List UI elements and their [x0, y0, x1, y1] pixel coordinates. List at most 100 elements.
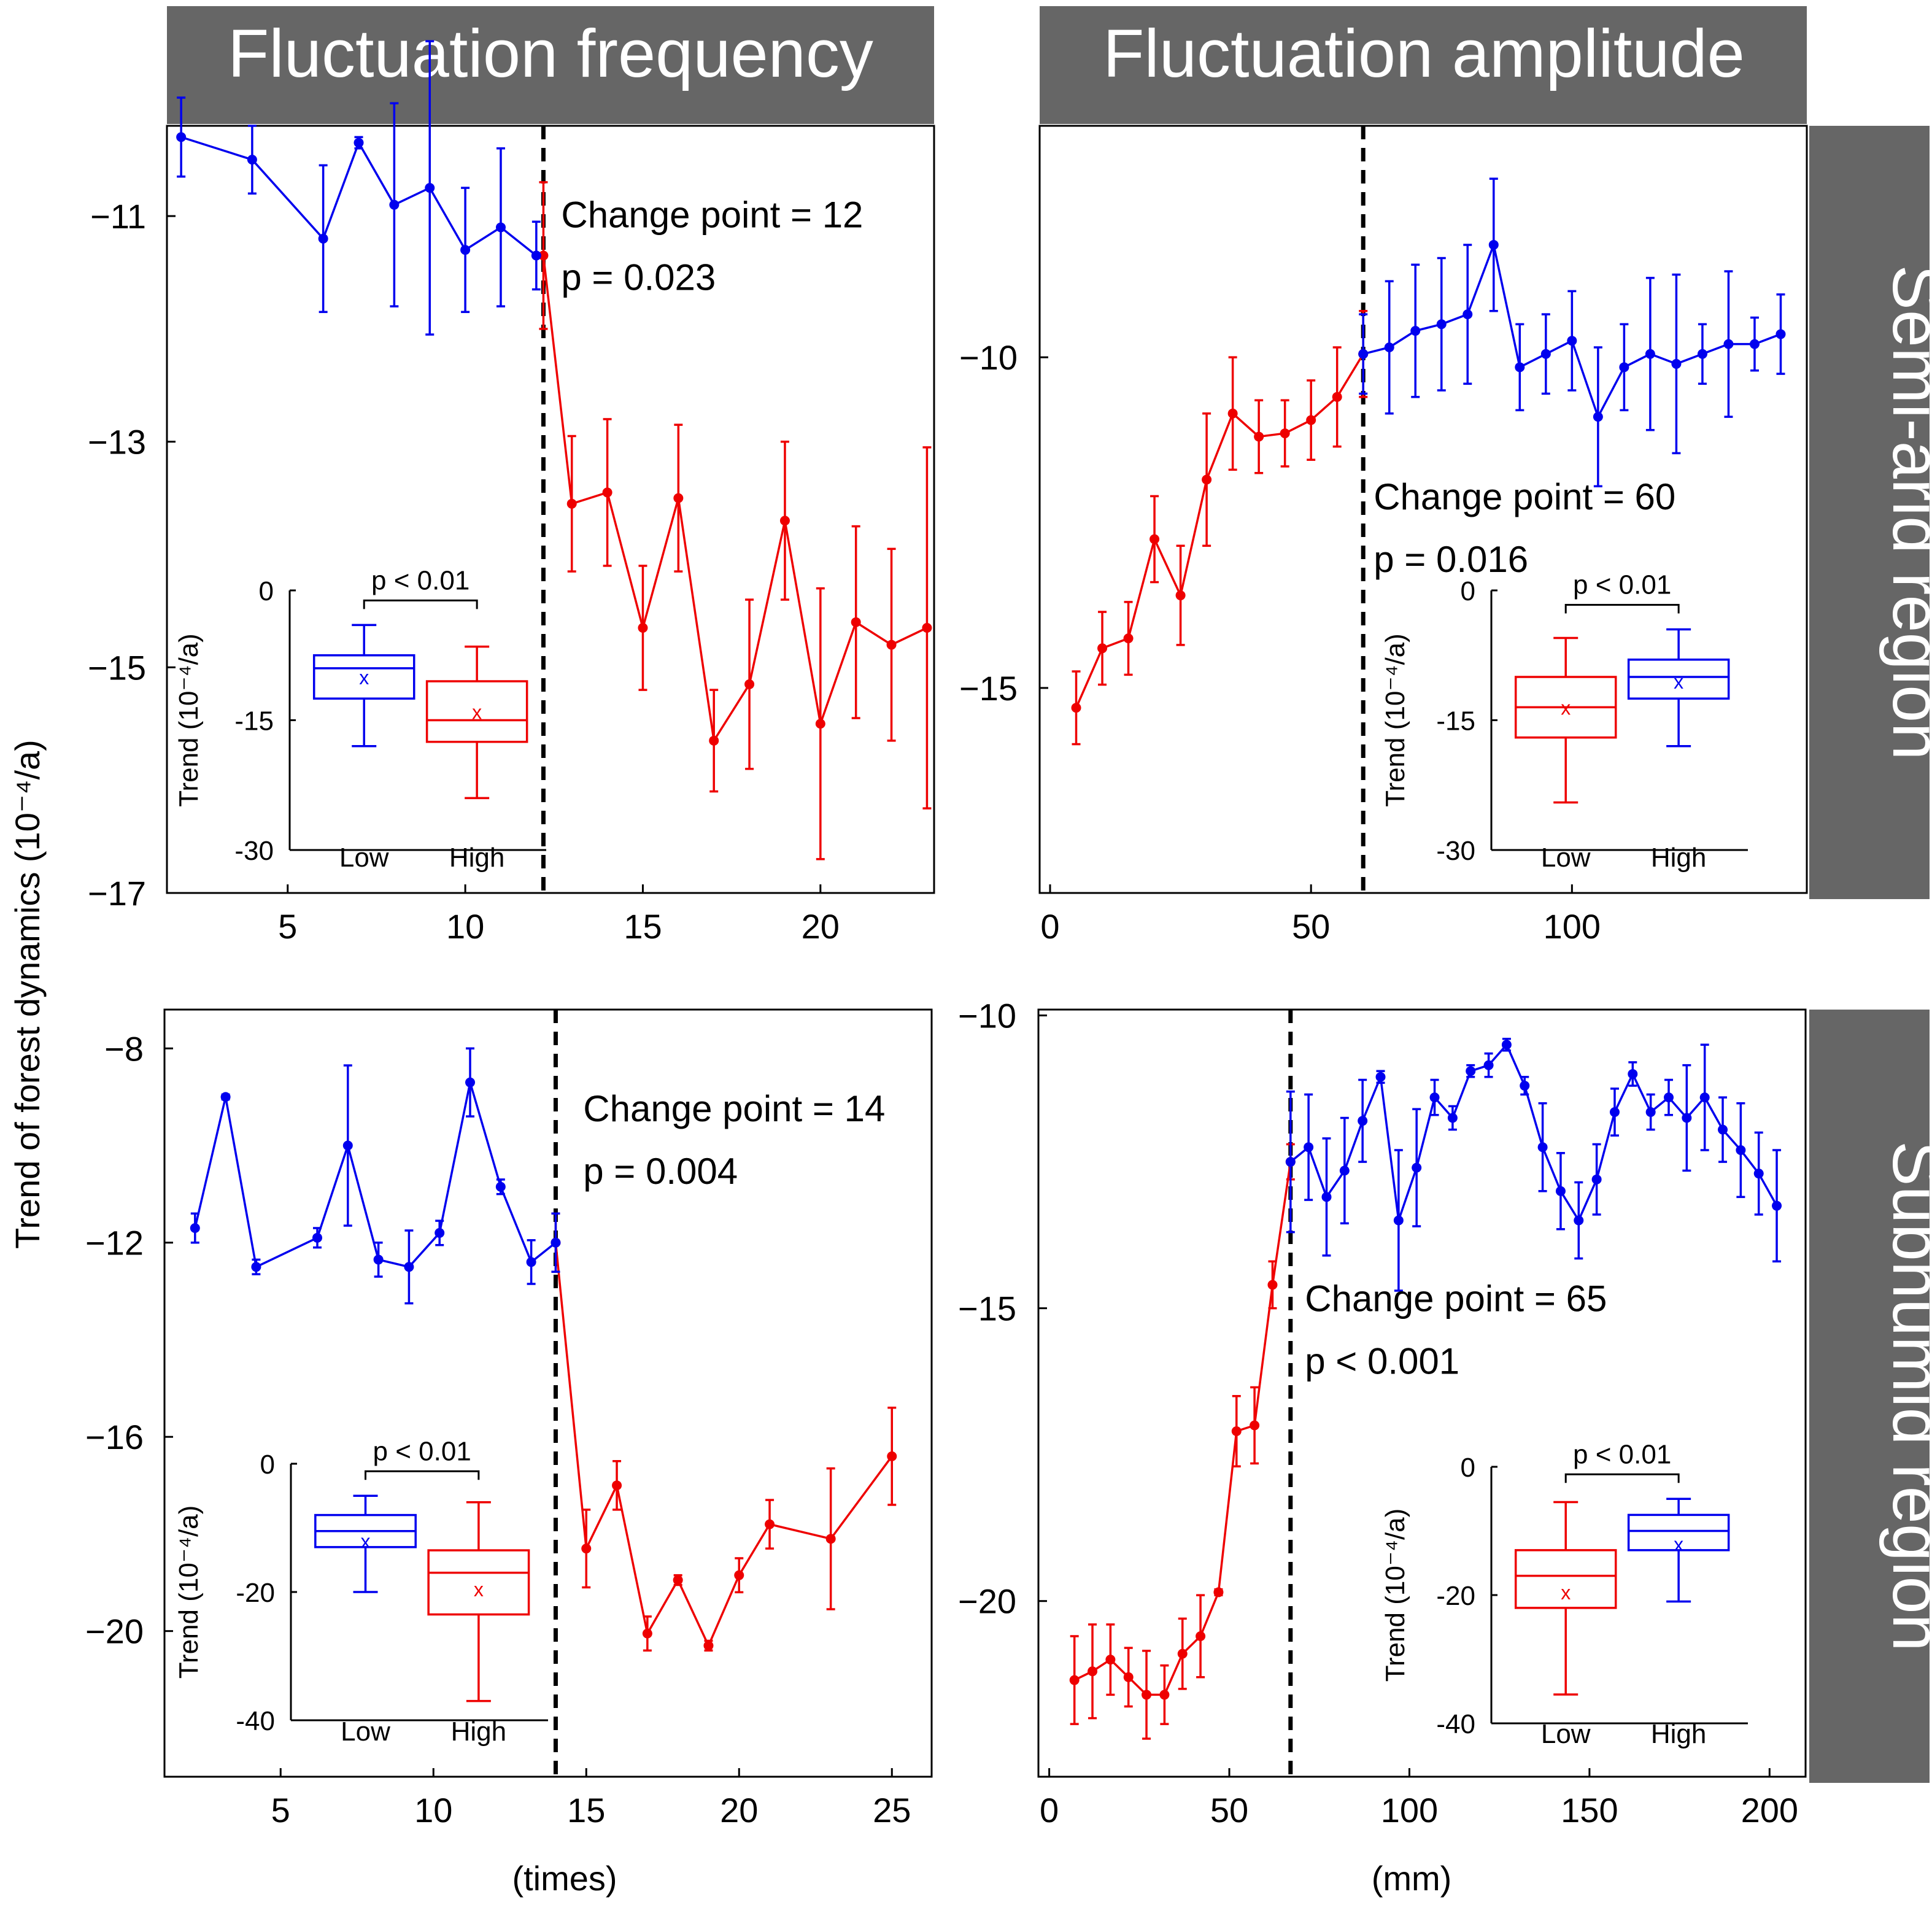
- series-low: [1358, 177, 1786, 488]
- box-high: x: [1514, 636, 1617, 804]
- mean-marker: x: [474, 1578, 484, 1601]
- inset-p-value: p < 0.01: [1573, 1439, 1671, 1469]
- data-point: [425, 183, 435, 193]
- inset-y-label: Trend (10⁻⁴/a): [1380, 633, 1410, 807]
- panel-semiarid_frequency: 5 10 15 20 −11 −13 −15 −17 Change point = 12 p = …: [88, 40, 935, 946]
- header-amplitude-bg: [1040, 6, 1807, 124]
- x-tick-label: 100: [1544, 907, 1601, 946]
- data-point: [1213, 1587, 1224, 1598]
- data-point: [581, 1544, 592, 1554]
- data-point: [1663, 1092, 1674, 1103]
- series-low: [190, 1047, 561, 1305]
- data-point: [1412, 1162, 1422, 1173]
- data-point: [1105, 1655, 1116, 1665]
- data-point: [1175, 590, 1186, 601]
- data-point: [1069, 1675, 1080, 1685]
- data-point: [1429, 1092, 1440, 1103]
- inset-category-label: High: [1651, 1719, 1707, 1749]
- data-point: [1718, 1124, 1728, 1135]
- inset-category-label: High: [1651, 843, 1707, 873]
- iqr-box: [1627, 659, 1730, 700]
- y-tick-label: −10: [958, 997, 1016, 1035]
- inset-y-tick-label: -30: [1436, 836, 1475, 866]
- data-point: [1358, 1116, 1368, 1126]
- data-point: [673, 1575, 683, 1585]
- data-point: [765, 1519, 775, 1529]
- data-point: [1384, 342, 1394, 352]
- y-tick-label: −20: [85, 1612, 144, 1651]
- iqr-box: [1627, 1513, 1730, 1551]
- inset-y-tick-label: -40: [236, 1706, 275, 1736]
- panel-subhumid_amplitude: 0 50 100 150 200 −10 −15 −20 Change point = 65 p …: [958, 997, 1807, 1830]
- x-tick-label: 5: [271, 1791, 290, 1830]
- p-value-label: p = 0.023: [561, 257, 716, 298]
- box-low: x: [314, 1494, 417, 1593]
- data-point: [1753, 1169, 1764, 1179]
- inset-boxplot: 0 -15 -30 Trend (10⁻⁴/a) x x Low High p < 0.01: [1380, 570, 1748, 873]
- data-point: [495, 1181, 506, 1192]
- data-point: [1628, 1068, 1638, 1079]
- iqr-box: [425, 680, 528, 743]
- data-point: [779, 516, 790, 526]
- header-fluctuation-amplitude: Fluctuation amplitude: [1103, 16, 1745, 91]
- series-high-line: [554, 1242, 893, 1648]
- inset-y-tick-label: 0: [259, 576, 274, 606]
- inset-y-tick-label: -15: [234, 706, 274, 736]
- header-frequency-bg: [167, 6, 934, 124]
- x-tick-label: 20: [720, 1791, 758, 1830]
- data-point: [1697, 349, 1707, 359]
- y-tick-label: −17: [88, 874, 146, 913]
- inset-boxplot: 0 -15 -30 Trend (10⁻⁴/a) x x Low High p < 0.01: [174, 565, 546, 873]
- chart-panels: 5 10 15 20 −11 −13 −15 −17 Change point = 12 p = …: [85, 40, 1808, 1830]
- x-tick-label: 25: [873, 1791, 911, 1830]
- inset-y-tick-label: -30: [234, 836, 274, 866]
- data-point: [851, 617, 861, 627]
- data-point: [1159, 1690, 1170, 1700]
- data-point: [531, 250, 541, 261]
- series-high: [538, 181, 932, 860]
- data-point: [220, 1092, 231, 1102]
- data-point: [1280, 428, 1290, 439]
- plot-frame: [1037, 1008, 1807, 1778]
- data-point: [1749, 339, 1760, 349]
- data-point: [744, 679, 755, 689]
- plot-frame: [163, 1008, 933, 1778]
- data-point: [1231, 1426, 1242, 1437]
- data-point: [373, 1254, 384, 1265]
- data-point: [1447, 1113, 1458, 1123]
- data-point: [551, 1237, 561, 1248]
- x-tick-label: 0: [1040, 1791, 1059, 1830]
- data-point: [247, 155, 257, 165]
- data-point: [1574, 1215, 1584, 1226]
- data-point: [1682, 1113, 1692, 1123]
- plot-frame: [1038, 125, 1808, 894]
- significance-bracket: [1564, 1473, 1680, 1483]
- data-point: [1227, 408, 1238, 419]
- data-point: [709, 735, 719, 746]
- header-fluctuation-frequency: Fluctuation frequency: [228, 16, 873, 91]
- data-point: [1645, 1107, 1656, 1117]
- inset-y-label: Trend (10⁻⁴/a): [174, 633, 204, 807]
- change-point-label: Change point = 12: [561, 194, 863, 235]
- mean-marker: x: [1561, 1582, 1571, 1604]
- data-point: [825, 1534, 836, 1544]
- box-low: x: [1627, 1497, 1730, 1603]
- data-point: [734, 1570, 744, 1580]
- series-low-line: [194, 1082, 557, 1269]
- data-point: [1196, 1631, 1206, 1641]
- data-point: [1339, 1165, 1350, 1176]
- data-point: [318, 233, 328, 244]
- data-point: [1393, 1215, 1404, 1226]
- data-point: [389, 199, 400, 210]
- data-point: [460, 245, 471, 255]
- significance-bracket: [1564, 603, 1680, 614]
- data-point: [1736, 1145, 1746, 1156]
- data-point: [1306, 415, 1316, 425]
- data-point: [815, 719, 825, 729]
- data-point: [176, 132, 187, 142]
- data-point: [251, 1262, 261, 1272]
- data-point: [1609, 1107, 1620, 1117]
- inset-category-label: Low: [339, 843, 389, 873]
